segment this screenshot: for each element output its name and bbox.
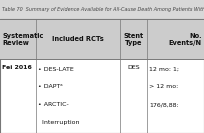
Text: Stent
Type: Stent Type [124,33,144,46]
Text: Fei 2016: Fei 2016 [2,65,32,70]
Text: • ARCTIC-: • ARCTIC- [38,102,69,107]
Text: 12 mo: 1;: 12 mo: 1; [149,66,179,72]
Text: Systematic
Review: Systematic Review [2,33,43,46]
Text: 176/8,88:: 176/8,88: [149,102,178,107]
Text: Interruption: Interruption [38,120,79,125]
Text: • DAPTᵃ: • DAPTᵃ [38,84,62,90]
Text: • DES-LATE: • DES-LATE [38,66,73,72]
Text: Included RCTs: Included RCTs [52,36,104,42]
Text: Table 70  Summary of Evidence Available for All-Cause Death Among Patients With : Table 70 Summary of Evidence Available f… [2,7,204,12]
Text: No.
Events/N: No. Events/N [169,33,202,46]
Bar [0,19,204,133]
Text: > 12 mo:: > 12 mo: [149,84,178,90]
Bar [0,19,204,59]
Text: DES: DES [127,65,140,70]
Bar [0,0,204,19]
